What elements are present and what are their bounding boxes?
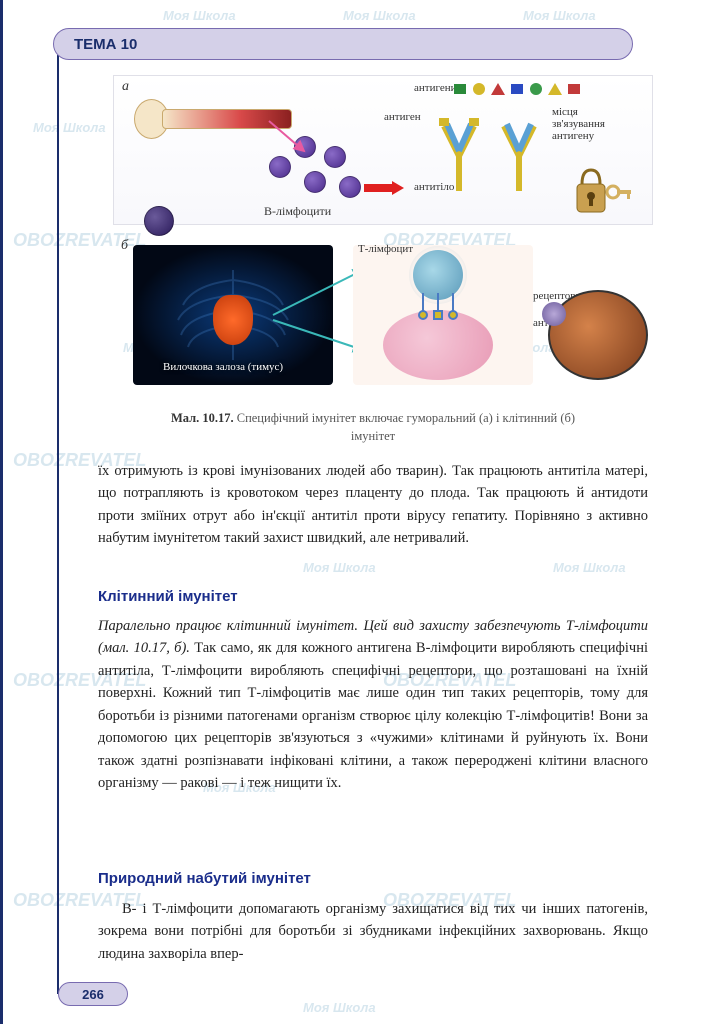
cell-icon — [324, 146, 346, 168]
cell-icon — [144, 206, 174, 236]
figure-panel-b: б Вилочкова залоза (тимус) — [113, 235, 653, 385]
textbook-page: Моя Школа Моя Школа Моя Школа Моя Школа … — [0, 0, 703, 1024]
side-rule — [57, 55, 59, 994]
t-lymphocyte-illustration — [353, 245, 533, 385]
heading-cellular-immunity: Клітинний імунітет — [98, 588, 238, 605]
watermark: Моя Школа — [523, 8, 596, 23]
para2-rest: Так само, як для кожного антигена В-лімф… — [98, 640, 648, 791]
cell-icon — [304, 171, 326, 193]
watermark: Моя Школа — [163, 8, 236, 23]
figure-panel-a: а В-лімфоцити антигени — [113, 75, 653, 225]
arrow-icon — [364, 181, 404, 195]
watermark: Моя Школа — [343, 8, 416, 23]
watermark: Моя Школа — [303, 1000, 376, 1015]
antibody-label: антитіло — [414, 181, 454, 193]
paragraph-1: їх отримують із крові імунізованих людей… — [98, 460, 648, 550]
antigen-label: антиген — [384, 111, 421, 123]
topic-tab: ТЕМА 10 — [53, 28, 633, 60]
antigen-shapes — [452, 82, 582, 96]
antigens-label: антигени — [414, 82, 457, 94]
panel-b-label: б — [121, 238, 128, 254]
caption-number: Мал. 10.17. — [171, 411, 234, 425]
lock-key-illustration — [572, 166, 632, 216]
paragraph-2: Паралельно працює клітинний імунітет. Це… — [98, 615, 648, 795]
caption-text: Специфічний імунітет включає гуморальний… — [237, 411, 575, 443]
page-number: 266 — [58, 982, 128, 1006]
figure-10-17: а В-лімфоцити антигени — [113, 75, 653, 405]
b-lymphocytes-label: В-лімфоцити — [264, 204, 331, 219]
heading-natural-immunity: Природний набутий імунітет — [98, 870, 311, 887]
watermark: Моя Школа — [33, 120, 106, 135]
watermark: Моя Школа — [303, 560, 376, 575]
panel-a-label: а — [122, 79, 129, 95]
macrophage-illustration — [548, 290, 648, 380]
topic-label: ТЕМА 10 — [74, 36, 137, 53]
t-lymphocyte-label: Т-лімфоцит — [358, 243, 413, 255]
cell-icon — [339, 176, 361, 198]
watermark: Моя Школа — [553, 560, 626, 575]
paragraph-3: В- і Т-лімфоцити допомагають організму з… — [98, 898, 648, 965]
figure-caption: Мал. 10.17. Специфічний імунітет включає… — [153, 410, 593, 445]
arrow-icon — [264, 116, 324, 166]
